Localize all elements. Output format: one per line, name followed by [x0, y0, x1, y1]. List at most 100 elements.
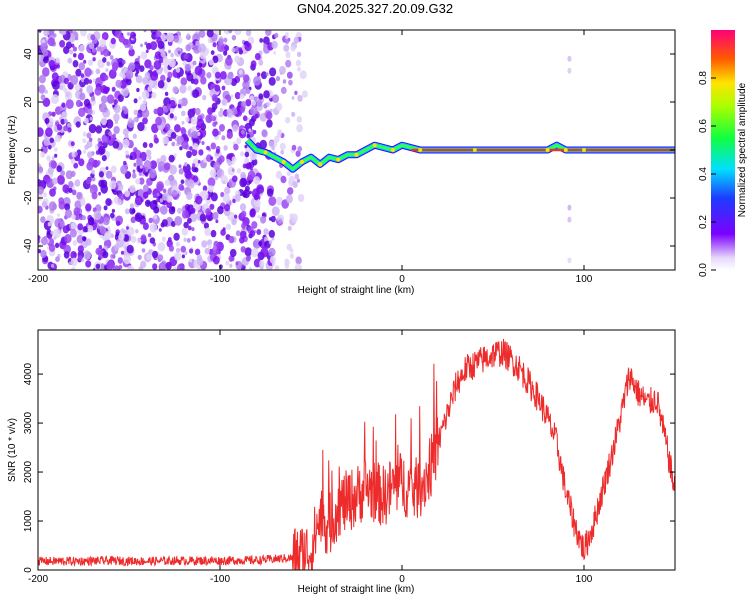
spectral-noise-dot	[113, 196, 120, 204]
spectral-noise-dot	[211, 94, 218, 102]
spectral-noise-dot	[170, 52, 174, 58]
spectral-noise-dot	[296, 178, 300, 183]
spectral-noise-dot	[128, 48, 135, 57]
spectral-noise-dot	[295, 256, 302, 265]
spectral-noise-dot	[51, 111, 56, 117]
spectral-noise-dot	[70, 257, 78, 267]
spectral-noise-dot	[84, 144, 89, 150]
y-tick-label: 3000	[23, 412, 34, 435]
spectral-noise-dot	[166, 32, 174, 43]
spectral-noise-dot	[292, 181, 298, 189]
spectral-noise-dot	[228, 235, 235, 244]
spectral-noise-dot	[214, 84, 221, 92]
spectral-noise-dot	[128, 117, 132, 123]
spectral-noise-dot	[200, 76, 207, 85]
spectral-noise-dot	[287, 187, 294, 195]
spectral-noise-dot	[89, 116, 93, 121]
spectral-noise-dot	[239, 177, 247, 188]
y-tick-label: -20	[23, 190, 34, 205]
spectral-noise-dot	[199, 213, 207, 222]
spectral-noise-dot	[143, 160, 152, 170]
spectral-noise-dot	[49, 188, 56, 197]
spectral-noise-dot	[172, 179, 177, 185]
spectral-noise-dot	[89, 42, 95, 50]
spectral-noise-dot	[102, 57, 107, 63]
spectral-noise-dot	[205, 114, 213, 124]
spectral-noise-dot	[104, 75, 109, 81]
spectral-noise-dot	[156, 192, 160, 197]
spectral-noise-dot	[148, 217, 153, 224]
spectral-noise-dot	[42, 97, 51, 108]
spectral-noise-dot	[248, 128, 252, 133]
spectral-noise-dot	[288, 79, 293, 86]
snr-x-label: Height of straight line (km)	[298, 584, 415, 595]
spectral-noise-dot	[180, 245, 187, 253]
spectral-noise-dot	[239, 230, 247, 239]
spectral-noise-dot	[60, 118, 66, 125]
spectral-noise-dot	[47, 167, 54, 175]
spectral-noise-dot	[223, 145, 228, 151]
spectral-noise-dot	[83, 98, 91, 107]
spectral-noise-dot	[82, 226, 88, 233]
spectral-noise-dot	[285, 59, 292, 68]
spectral-noise-dot	[63, 77, 69, 85]
spectral-noise-dot	[43, 30, 50, 37]
spectral-noise-dot	[44, 117, 50, 124]
spectral-noise-dot	[117, 257, 124, 264]
spectral-noise-dot	[231, 168, 235, 172]
spectral-noise-dot	[253, 130, 257, 134]
y-tick-label: 1000	[23, 509, 34, 532]
spectral-noise-dot	[96, 162, 100, 167]
spectral-noise-dot	[245, 162, 251, 169]
spectral-noise-dot	[181, 110, 186, 117]
spectral-noise-dot	[146, 156, 149, 160]
spectral-noise-dot	[40, 42, 48, 53]
spectral-noise-dot	[40, 216, 46, 224]
spectral-noise-dot	[162, 136, 169, 145]
spectral-noise-dot	[113, 99, 118, 105]
spectral-noise-dot	[151, 92, 157, 99]
spectral-noise-dot	[228, 30, 233, 34]
spectral-noise-dot	[118, 61, 123, 66]
spectral-noise-dot	[123, 160, 127, 166]
x-tick-label: -100	[210, 574, 230, 585]
x-tick-label: -200	[28, 274, 48, 285]
spectral-noise-dot	[268, 229, 275, 238]
spectral-noise-dot	[192, 163, 196, 168]
spectral-noise-dot	[74, 200, 82, 210]
spectral-noise-dot	[52, 156, 55, 160]
spectral-noise-dot	[87, 59, 94, 66]
spectral-noise-dot	[567, 67, 572, 74]
spectral-noise-dot	[141, 90, 150, 100]
y-tick-label: -40	[23, 238, 34, 253]
spectral-noise-dot	[284, 258, 289, 264]
spectral-noise-dot	[102, 48, 110, 57]
spectral-noise-dot	[109, 55, 114, 60]
spectral-noise-dot	[194, 248, 201, 256]
spectral-noise-dot	[289, 253, 295, 259]
spectral-noise-dot	[130, 236, 137, 243]
spectral-noise-dot	[181, 121, 185, 125]
spectral-noise-dot	[73, 207, 81, 216]
spectral-noise-dot	[64, 90, 73, 101]
spectral-noise-dot	[125, 69, 134, 80]
spectral-noise-dot	[282, 79, 287, 84]
spectral-noise-dot	[275, 196, 283, 206]
spectral-noise-dot	[175, 67, 181, 73]
spectral-noise-dot	[43, 192, 47, 198]
spectral-noise-dot	[174, 47, 182, 57]
spectral-noise-dot	[240, 171, 247, 179]
spectral-noise-dot	[285, 38, 290, 45]
spectral-noise-dot	[121, 87, 129, 97]
spectral-noise-dot	[106, 260, 115, 270]
spectral-noise-dot	[82, 236, 86, 241]
spectral-noise-dot	[102, 86, 110, 95]
spectral-noise-dot	[232, 198, 236, 204]
spectral-noise-dot	[252, 240, 258, 247]
spectral-noise-dot	[69, 228, 77, 238]
spectral-noise-dot	[142, 184, 149, 192]
spectral-noise-dot	[249, 208, 256, 217]
spectral-noise-dot	[242, 189, 250, 199]
spectral-noise-dot	[215, 166, 219, 171]
spectral-noise-dot	[217, 206, 224, 215]
